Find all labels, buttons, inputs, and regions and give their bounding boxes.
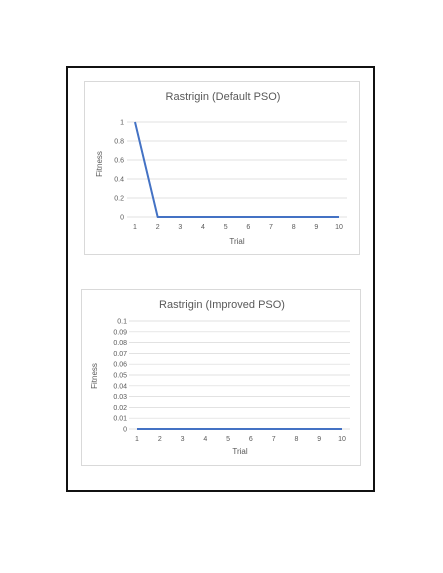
x-tick-label: 1 — [133, 224, 137, 231]
y-tick-label: 0 — [120, 215, 124, 222]
chart-default-pso-svg: Rastrigin (Default PSO) Trial Fitness 0 0… — [95, 91, 347, 246]
y-tick-label: 1 — [120, 120, 124, 127]
x-tick-label: 2 — [158, 436, 162, 443]
x-tick-label: 9 — [314, 224, 318, 231]
y-tick-label: 0.4 — [114, 177, 124, 184]
y-tick-label: 0.02 — [113, 405, 127, 412]
x-tick-label: 9 — [317, 436, 321, 443]
x-tick-label: 8 — [294, 436, 298, 443]
y-axis-label: Fitness — [90, 363, 99, 389]
chart-improved-pso: Rastrigin (Improved PSO) Trial Fitness 0… — [81, 289, 361, 466]
x-tick-label: 3 — [178, 224, 182, 231]
y-tick-label: 0.07 — [113, 351, 127, 358]
y-tick-label: 0.8 — [114, 139, 124, 146]
y-tick-label: 0.03 — [113, 394, 127, 401]
x-tick-label: 10 — [338, 436, 346, 443]
x-axis-label: Trial — [229, 237, 244, 246]
x-axis-label: Trial — [232, 447, 247, 456]
series-line — [134, 121, 339, 218]
chart-default-pso: Rastrigin (Default PSO) Trial Fitness 0 0… — [84, 81, 360, 255]
x-tick-label: 4 — [201, 224, 205, 231]
y-tick-label: 0.09 — [113, 329, 127, 336]
y-tick-label: 0.01 — [113, 416, 127, 423]
y-tick-label: 0.1 — [117, 319, 127, 326]
y-tick-label: 0.6 — [114, 158, 124, 165]
x-tick-label: 3 — [181, 436, 185, 443]
x-tick-label: 4 — [203, 436, 207, 443]
y-tick-label: 0.08 — [113, 340, 127, 347]
x-tick-label: 5 — [224, 224, 228, 231]
x-tick-label: 10 — [335, 224, 343, 231]
chart-title: Rastrigin (Improved PSO) — [159, 299, 285, 311]
y-axis-label: Fitness — [95, 151, 104, 177]
x-tick-label: 7 — [269, 224, 273, 231]
y-tick-label: 0.06 — [113, 362, 127, 369]
y-tick-label: 0.05 — [113, 373, 127, 380]
chart-improved-pso-svg: Rastrigin (Improved PSO) Trial Fitness 0… — [90, 299, 350, 456]
x-tick-label: 1 — [135, 436, 139, 443]
x-tick-label: 6 — [249, 436, 253, 443]
x-tick-label: 6 — [246, 224, 250, 231]
chart-title: Rastrigin (Default PSO) — [166, 91, 281, 103]
y-tick-label: 0.04 — [113, 383, 127, 390]
x-tick-label: 2 — [156, 224, 160, 231]
x-tick-label: 7 — [272, 436, 276, 443]
x-tick-label: 5 — [226, 436, 230, 443]
y-tick-label: 0.2 — [114, 196, 124, 203]
y-tick-label: 0 — [123, 427, 127, 434]
x-tick-label: 8 — [292, 224, 296, 231]
